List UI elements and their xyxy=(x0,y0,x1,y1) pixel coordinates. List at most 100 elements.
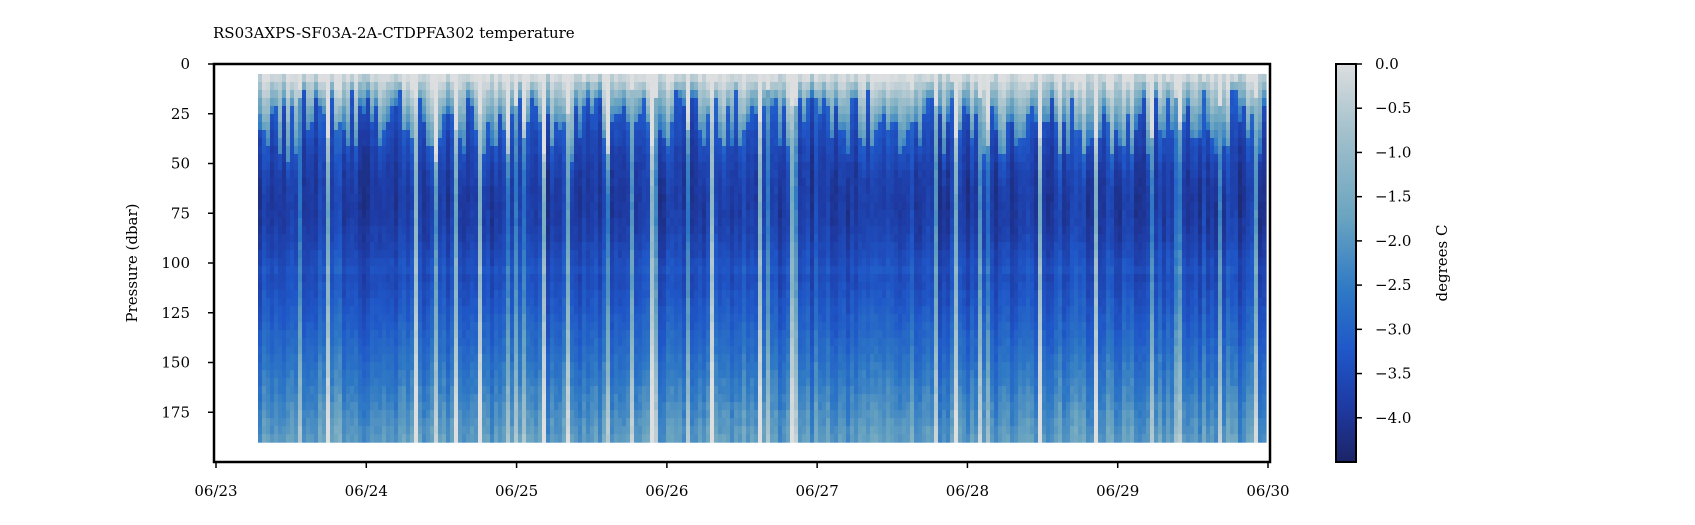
heatmap-cell xyxy=(682,370,687,379)
heatmap-cell xyxy=(450,386,455,395)
heatmap-cell xyxy=(658,73,663,83)
heatmap-cell xyxy=(686,306,691,315)
heatmap-cell xyxy=(642,314,647,323)
heatmap-cell xyxy=(534,298,539,307)
heatmap-cell xyxy=(474,322,479,331)
heatmap-cell xyxy=(674,129,679,139)
heatmap-cell xyxy=(486,306,491,315)
heatmap-cell xyxy=(534,314,539,323)
heatmap-cell xyxy=(690,194,695,203)
heatmap-cell xyxy=(686,378,691,387)
heatmap-cell xyxy=(490,81,495,91)
heatmap-cell xyxy=(570,346,575,355)
heatmap-cell xyxy=(270,426,275,435)
heatmap-cell xyxy=(306,322,311,331)
heatmap-cell xyxy=(430,105,435,115)
heatmap-cell xyxy=(278,153,283,163)
heatmap-cell xyxy=(358,105,363,115)
heatmap-cell xyxy=(274,194,279,203)
heatmap-cell xyxy=(314,210,319,219)
heatmap-cell xyxy=(654,418,659,427)
heatmap-cell xyxy=(510,306,515,315)
heatmap-cell xyxy=(398,169,403,179)
heatmap-cell xyxy=(394,258,399,267)
heatmap-cell xyxy=(514,202,519,211)
heatmap-cell xyxy=(642,418,647,427)
heatmap-cell xyxy=(262,105,267,115)
heatmap-cell xyxy=(490,121,495,131)
heatmap-cell xyxy=(538,161,543,171)
heatmap-cell xyxy=(466,330,471,339)
heatmap-cell xyxy=(298,274,303,283)
heatmap-cell xyxy=(630,370,635,379)
heatmap-cell xyxy=(446,426,451,435)
heatmap-cell xyxy=(390,97,395,107)
heatmap-cell xyxy=(474,89,479,99)
heatmap-cell xyxy=(394,234,399,243)
heatmap-cell xyxy=(586,169,591,179)
heatmap-cell xyxy=(678,282,683,291)
heatmap-cell xyxy=(670,169,675,179)
heatmap-cell xyxy=(458,298,463,307)
heatmap-cell xyxy=(650,186,655,195)
heatmap-cell xyxy=(298,250,303,259)
heatmap-cell xyxy=(506,186,511,195)
heatmap-cell xyxy=(586,418,591,427)
heatmap-cell xyxy=(270,378,275,387)
heatmap-cell xyxy=(390,105,395,115)
heatmap-cell xyxy=(270,194,275,203)
heatmap-cell xyxy=(614,314,619,323)
heatmap-cell xyxy=(598,394,603,403)
heatmap-cell xyxy=(386,129,391,139)
heatmap-cell xyxy=(426,210,431,219)
heatmap-cell xyxy=(498,354,503,363)
heatmap-cell xyxy=(306,186,311,195)
heatmap-cell xyxy=(302,330,307,339)
heatmap-cell xyxy=(582,210,587,219)
heatmap-cell xyxy=(490,418,495,427)
heatmap-cell xyxy=(550,129,555,139)
heatmap-cell xyxy=(266,338,271,347)
heatmap-cell xyxy=(518,282,523,291)
heatmap-cell xyxy=(642,362,647,371)
heatmap-cell xyxy=(498,370,503,379)
heatmap-cell xyxy=(522,113,527,123)
heatmap-cell xyxy=(642,274,647,283)
heatmap-cell xyxy=(318,177,323,187)
heatmap-cell xyxy=(270,410,275,419)
heatmap-cell xyxy=(378,434,383,443)
heatmap-cell xyxy=(578,177,583,187)
heatmap-cell xyxy=(358,298,363,307)
heatmap-cell xyxy=(362,137,367,147)
heatmap-cell xyxy=(538,314,543,323)
heatmap-cell xyxy=(342,266,347,275)
heatmap-cell xyxy=(410,298,415,307)
heatmap-cell xyxy=(514,322,519,331)
heatmap-cell xyxy=(642,266,647,275)
heatmap-cell xyxy=(422,218,427,227)
heatmap-cell xyxy=(350,105,355,115)
heatmap-cell xyxy=(262,242,267,251)
heatmap-cell xyxy=(550,186,555,195)
heatmap-cell xyxy=(286,177,291,187)
heatmap-cell xyxy=(494,354,499,363)
heatmap-cell xyxy=(258,354,263,363)
heatmap-cell xyxy=(334,145,339,155)
heatmap-cell xyxy=(442,266,447,275)
heatmap-cell xyxy=(578,73,583,83)
heatmap-cell xyxy=(278,314,283,323)
heatmap-cell xyxy=(418,242,423,251)
heatmap-cell xyxy=(510,177,515,187)
heatmap-cell xyxy=(334,177,339,187)
heatmap-cell xyxy=(454,282,459,291)
heatmap-cell xyxy=(630,89,635,99)
heatmap-cell xyxy=(518,186,523,195)
heatmap-cell xyxy=(418,362,423,371)
heatmap-cell xyxy=(498,434,503,443)
heatmap-cell xyxy=(294,402,299,411)
heatmap-cell xyxy=(482,81,487,91)
heatmap-cell xyxy=(374,161,379,171)
heatmap-cell xyxy=(682,89,687,99)
heatmap-cell xyxy=(414,113,419,123)
heatmap-cell xyxy=(414,258,419,267)
